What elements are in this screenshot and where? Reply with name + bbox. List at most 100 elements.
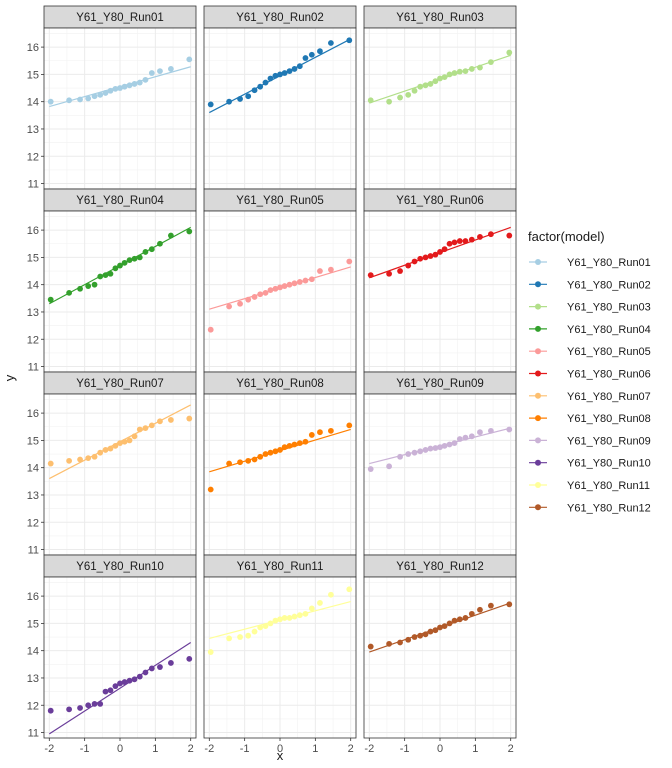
- data-point: [397, 268, 403, 274]
- data-point: [417, 255, 424, 262]
- y-tick-label: 13: [27, 673, 39, 685]
- data-point: [328, 427, 334, 434]
- data-point: [405, 262, 412, 269]
- data-point: [85, 455, 92, 462]
- data-point: [126, 677, 133, 684]
- y-tick-label: 15: [27, 435, 39, 447]
- facet-strip-label: Y61_Y80_Run08: [236, 378, 324, 390]
- y-tick-label: 11: [28, 728, 39, 740]
- y-tick-label: 12: [27, 700, 39, 712]
- data-point: [102, 90, 109, 96]
- data-point: [262, 451, 269, 457]
- legend-item: Y61_Y80_Run07: [529, 391, 651, 403]
- data-point: [47, 707, 54, 714]
- y-tick-label: 14: [27, 463, 39, 475]
- data-point: [281, 283, 288, 289]
- data-point: [126, 257, 133, 264]
- data-point: [97, 91, 104, 98]
- legend-key-point: [535, 370, 541, 377]
- data-point: [157, 664, 163, 670]
- data-point: [405, 91, 412, 98]
- data-point: [427, 81, 434, 87]
- data-point: [441, 442, 448, 449]
- data-point: [272, 72, 279, 79]
- data-point: [107, 687, 114, 694]
- legend-label: Y61_Y80_Run08: [567, 413, 651, 425]
- data-point: [186, 655, 193, 662]
- data-point: [405, 636, 412, 643]
- y-tick-label: 12: [27, 334, 39, 346]
- data-point: [245, 457, 252, 464]
- facet-panel: Y61_Y80_Run01: [43, 5, 197, 190]
- data-point: [317, 48, 323, 55]
- data-point: [226, 98, 232, 105]
- legend-key-point: [535, 281, 541, 288]
- data-point: [432, 251, 439, 258]
- facet-panel: Y61_Y80_Run03: [363, 5, 517, 190]
- data-point: [142, 669, 149, 676]
- data-point: [112, 85, 119, 92]
- data-point: [262, 79, 269, 86]
- data-point: [411, 634, 418, 640]
- data-point: [367, 97, 374, 104]
- data-point: [346, 586, 353, 593]
- data-point: [367, 466, 374, 472]
- legend: factor(model) Y61_Y80_Run01 Y61_Y80_Run02…: [528, 229, 651, 514]
- data-point: [91, 453, 98, 460]
- data-point: [446, 71, 453, 78]
- data-point: [66, 289, 72, 296]
- data-point: [462, 615, 469, 621]
- data-point: [47, 296, 54, 303]
- y-tick-label: 15: [27, 618, 39, 630]
- data-point: [267, 75, 274, 82]
- x-tick-label: -1: [240, 743, 250, 755]
- x-tick-label: 0: [277, 743, 283, 755]
- facet-strip-label: Y61_Y80_Run06: [396, 195, 484, 207]
- data-point: [136, 673, 143, 680]
- data-point: [112, 265, 119, 272]
- data-point: [296, 279, 303, 285]
- data-point: [328, 591, 334, 598]
- data-point: [506, 232, 513, 239]
- data-point: [66, 97, 72, 104]
- data-point: [308, 51, 315, 58]
- data-point: [168, 66, 174, 72]
- data-point: [148, 70, 155, 76]
- data-point: [121, 83, 128, 90]
- data-point: [251, 294, 258, 300]
- data-point: [422, 447, 429, 453]
- data-point: [245, 93, 252, 100]
- data-point: [148, 665, 155, 672]
- data-point: [291, 441, 298, 448]
- data-point: [437, 624, 443, 631]
- data-point: [302, 277, 309, 284]
- facet-panel: Y61_Y80_Run07: [43, 371, 197, 556]
- data-point: [422, 254, 429, 261]
- x-tick-label: -2: [204, 743, 214, 755]
- x-tick-label: -2: [364, 743, 374, 755]
- legend-label: Y61_Y80_Run05: [567, 346, 651, 358]
- legend-label: Y61_Y80_Run11: [567, 480, 650, 492]
- data-point: [286, 68, 293, 75]
- data-point: [207, 649, 214, 655]
- facet-strip-label: Y61_Y80_Run02: [236, 12, 324, 24]
- data-point: [272, 285, 279, 292]
- facet-strip-label: Y61_Y80_Run05: [236, 195, 324, 207]
- data-point: [131, 433, 138, 440]
- legend-label: Y61_Y80_Run12: [567, 502, 651, 514]
- data-point: [317, 429, 323, 436]
- data-point: [291, 613, 298, 620]
- data-point: [85, 702, 92, 709]
- data-point: [77, 96, 83, 103]
- legend-key-point: [535, 303, 541, 310]
- data-point: [112, 442, 119, 449]
- data-point: [142, 76, 149, 83]
- data-point: [286, 615, 293, 621]
- facet-strip-label: Y61_Y80_Run09: [396, 378, 484, 390]
- data-point: [157, 240, 163, 247]
- data-point: [456, 436, 463, 442]
- data-point: [386, 98, 392, 105]
- legend-item: Y61_Y80_Run03: [529, 302, 651, 314]
- legend-key-point: [535, 415, 541, 422]
- data-point: [97, 273, 104, 280]
